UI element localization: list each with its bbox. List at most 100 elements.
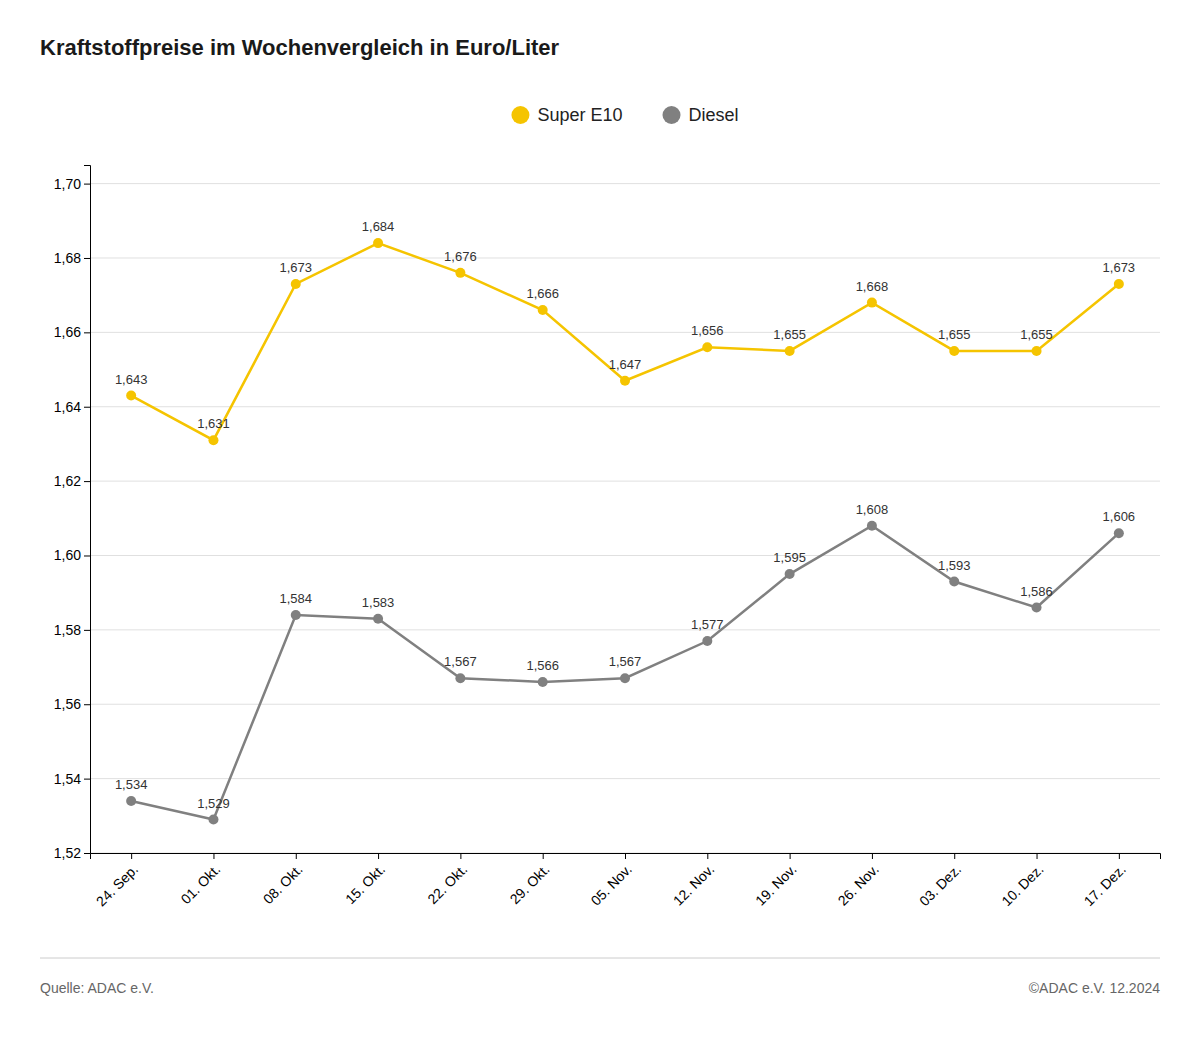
x-axis: 24. Sep.01. Okt.08. Okt.15. Okt.22. Okt.…: [91, 853, 1161, 909]
x-tick: 29. Okt.: [507, 853, 553, 907]
x-tick-label: 03. Dez.: [916, 861, 964, 909]
y-tick-mark: [84, 630, 90, 631]
series-marker: [702, 636, 712, 646]
x-tick-mark: [707, 853, 708, 859]
footer-rule: [40, 958, 1160, 959]
data-label: 1,631: [197, 416, 230, 431]
series-line: [131, 526, 1119, 820]
y-tick: 1,66: [54, 324, 90, 340]
x-tick-label: 05. Nov.: [588, 861, 635, 908]
series-marker: [538, 305, 548, 315]
y-tick-mark: [84, 853, 90, 854]
x-tick-label: 22. Okt.: [424, 861, 470, 907]
x-tick: 08. Okt.: [260, 853, 306, 907]
y-tick-label: 1,68: [54, 250, 81, 266]
grid-line: [90, 332, 1160, 333]
x-tick: 26. Nov.: [834, 853, 881, 909]
series-marker: [208, 435, 218, 445]
x-tick-mark: [1037, 853, 1038, 859]
data-label: 1,567: [609, 654, 642, 669]
x-tick: 17. Dez.: [1081, 853, 1129, 909]
series-marker: [1114, 528, 1124, 538]
x-tick-label: 08. Okt.: [260, 861, 306, 907]
grid: [90, 184, 1160, 853]
legend-item: Super E10: [511, 105, 622, 125]
legend-label: Super E10: [537, 105, 622, 125]
series: [126, 521, 1124, 825]
x-tick: 03. Dez.: [916, 853, 964, 909]
x-tick-mark: [378, 853, 379, 859]
y-tick-mark: [84, 779, 90, 780]
x-tick-mark: [790, 853, 791, 859]
y-axis: 1,521,541,561,581,601,621,641,661,681,70: [54, 166, 91, 861]
data-label: 1,656: [691, 323, 724, 338]
data-labels: 1,6431,6311,6731,6841,6761,6661,6471,656…: [115, 219, 1135, 810]
series-marker: [538, 677, 548, 687]
data-label: 1,534: [115, 777, 148, 792]
y-tick: 1,62: [54, 473, 90, 489]
series-marker: [620, 673, 630, 683]
data-label: 1,655: [773, 327, 806, 342]
series-marker: [1114, 279, 1124, 289]
grid-line: [90, 183, 1160, 184]
x-tick-label: 10. Dez.: [998, 861, 1046, 909]
data-label: 1,684: [362, 219, 395, 234]
title: Kraftstoffpreise im Wochenvergleich in E…: [40, 35, 560, 60]
data-label: 1,586: [1020, 584, 1053, 599]
y-tick-label: 1,66: [54, 324, 81, 340]
y-tick-label: 1,56: [54, 696, 81, 712]
series-marker: [867, 521, 877, 531]
footer-note: Quelle: ADAC e.V.: [40, 980, 154, 996]
series-marker: [126, 391, 136, 401]
data-label: 1,608: [856, 502, 889, 517]
series-marker: [291, 279, 301, 289]
y-tick-mark: [84, 332, 90, 333]
series-marker: [373, 238, 383, 248]
grid-line: [90, 481, 1160, 482]
series-marker: [620, 376, 630, 386]
grid-line: [90, 778, 1160, 779]
series-marker: [373, 614, 383, 624]
series-marker: [126, 796, 136, 806]
data-label: 1,584: [279, 591, 312, 606]
footer-note: ©ADAC e.V. 12.2024: [1029, 980, 1160, 996]
y-axis-line: [84, 166, 91, 854]
y-tick-mark: [84, 184, 90, 185]
data-label: 1,673: [279, 260, 312, 275]
y-tick-label: 1,54: [54, 771, 81, 787]
grid-line: [90, 704, 1160, 705]
data-label: 1,595: [773, 550, 806, 565]
x-tick-mark: [131, 853, 132, 859]
legend: Super E10 Diesel: [511, 105, 738, 125]
y-tick: 1,64: [54, 399, 90, 415]
y-tick-label: 1,70: [54, 176, 81, 192]
legend-label: Diesel: [689, 105, 739, 125]
data-label: 1,655: [938, 327, 971, 342]
y-tick: 1,56: [54, 696, 90, 712]
x-tick-mark: [872, 853, 873, 859]
x-tick-label: 26. Nov.: [834, 861, 881, 908]
y-tick-mark: [84, 258, 90, 259]
data-label: 1,583: [362, 595, 395, 610]
grid-line: [90, 629, 1160, 630]
data-label: 1,566: [526, 658, 559, 673]
grid-line: [90, 406, 1160, 407]
data-label: 1,643: [115, 372, 148, 387]
series-marker: [702, 342, 712, 352]
grid-line: [90, 555, 1160, 556]
y-tick: 1,68: [54, 250, 90, 266]
y-tick-label: 1,64: [54, 399, 81, 415]
data-label: 1,529: [197, 796, 230, 811]
x-tick-label: 24. Sep.: [93, 861, 141, 909]
x-tick-label: 29. Okt.: [507, 861, 553, 907]
x-tick-label: 12. Nov.: [670, 861, 717, 908]
data-label: 1,647: [609, 357, 642, 372]
y-tick-mark: [84, 481, 90, 482]
data-label: 1,593: [938, 558, 971, 573]
series-marker: [949, 577, 959, 587]
x-tick: 19. Nov.: [752, 853, 799, 909]
y-tick-label: 1,52: [54, 845, 81, 861]
y-tick-mark: [84, 555, 90, 556]
x-tick: 10. Dez.: [998, 853, 1046, 909]
data-label: 1,577: [691, 617, 724, 632]
